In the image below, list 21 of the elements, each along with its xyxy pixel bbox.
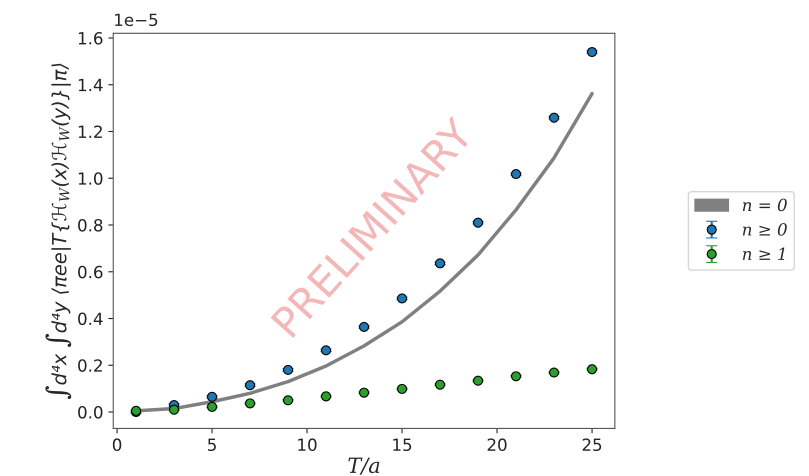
legend-label: n ≥ 1 xyxy=(742,248,784,260)
x-tick-label: 25 xyxy=(582,438,602,452)
y-tick-label: 0.6 xyxy=(78,266,102,278)
legend-label: n ≥ 0 xyxy=(742,223,787,236)
y-tick-label: 0.0 xyxy=(78,406,102,419)
x-tick-label: 20 xyxy=(488,438,507,452)
y-tick-label: 0.4 xyxy=(78,312,103,326)
y-tick-label: 1.4 xyxy=(78,78,103,92)
y-axis-title: ∫d⁴x ∫d⁴y ⟨πee|T{ℋ$_{W}$(x)ℋ$_{W}$(y)}|π⟩ xyxy=(45,64,72,400)
x-axis-title: T/a xyxy=(348,458,380,475)
y-tick-label: 0.2 xyxy=(78,359,102,372)
y-tick-label: 1.0 xyxy=(78,172,102,185)
x-tick-label: 0 xyxy=(112,438,122,452)
legend-label: n = 0 xyxy=(742,198,787,212)
x-tick-label: 10 xyxy=(298,438,317,452)
text: 1e−5 xyxy=(115,14,158,26)
y-tick-label: 0.8 xyxy=(78,218,102,232)
y-tick-label: 1.2 xyxy=(78,125,102,138)
x-tick-label: 5 xyxy=(208,438,216,452)
x-tick-label: 15 xyxy=(393,438,412,452)
y-tick-label: 1.6 xyxy=(78,32,102,45)
